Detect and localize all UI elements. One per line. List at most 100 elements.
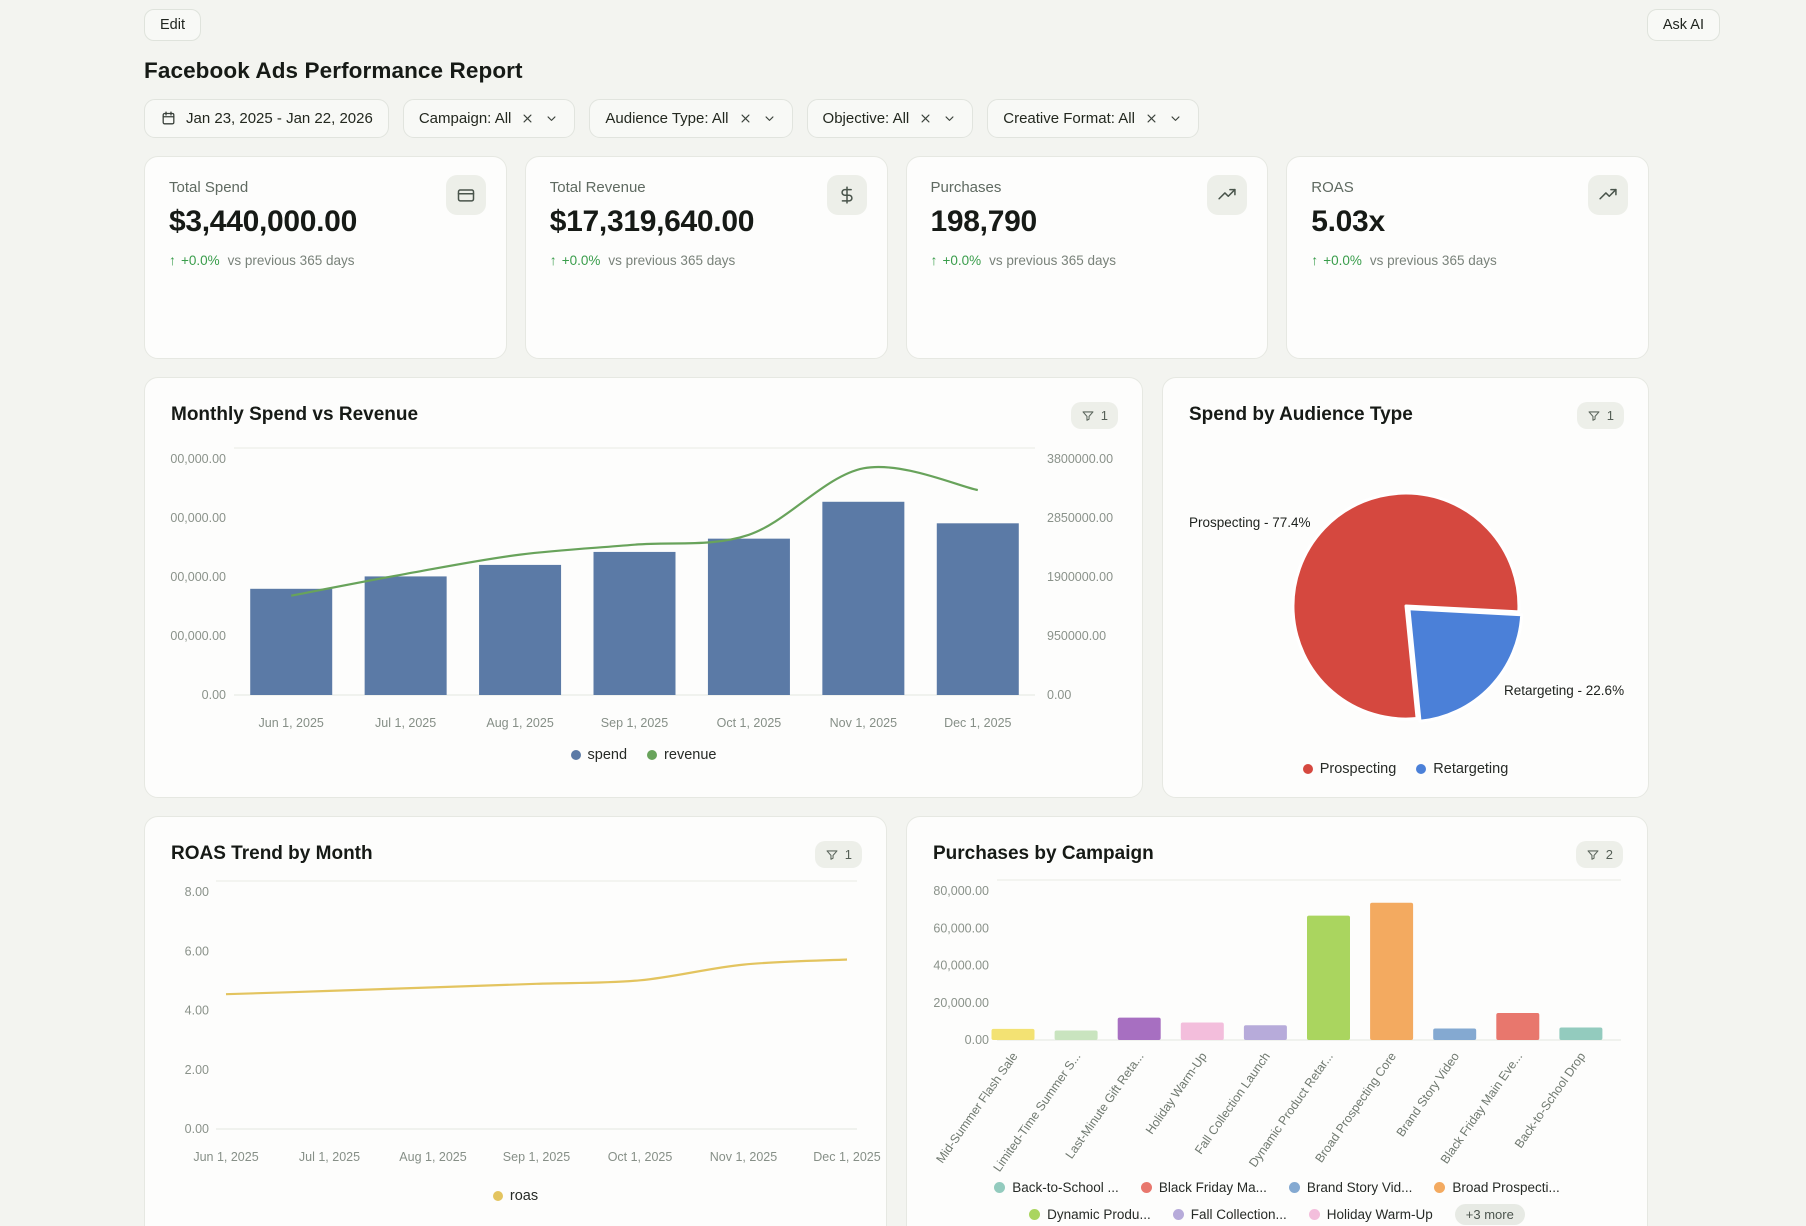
ask-ai-button[interactable]: Ask AI bbox=[1646, 9, 1720, 41]
legend-item[interactable]: Dynamic Produ... bbox=[1029, 1204, 1151, 1225]
arrow-up-icon: ↑ bbox=[169, 252, 176, 268]
chart-filter-badge[interactable]: 1 bbox=[1070, 402, 1118, 429]
x-axis-label: Dec 1, 2025 bbox=[813, 1150, 880, 1164]
legend-item[interactable]: Black Friday Ma... bbox=[1140, 1180, 1267, 1195]
legend-dot bbox=[1434, 1182, 1446, 1193]
x-axis-label: Jul 1, 2025 bbox=[375, 716, 436, 730]
right-axis-tick: 1900000.00 bbox=[1047, 570, 1113, 584]
spend-bar bbox=[250, 588, 333, 695]
card-header: ROAS Trend by Month 1 bbox=[169, 841, 862, 868]
legend-item[interactable]: Holiday Warm-Up bbox=[1308, 1204, 1433, 1225]
purchases-by-campaign-chart: 80,000.00 60,000.00 40,000.00 20,000.00 0.00… bbox=[933, 879, 1621, 1174]
campaign-bar bbox=[1307, 915, 1350, 1040]
legend-dot bbox=[492, 1191, 503, 1201]
card-header: Purchases by Campaign 2 bbox=[931, 841, 1623, 868]
audience-pie-chart: Prospecting - 77.4% Retargeting - 22.6% bbox=[1187, 435, 1627, 745]
legend-item[interactable]: Fall Collection... bbox=[1172, 1204, 1287, 1225]
legend-more-badge[interactable]: +3 more bbox=[1454, 1204, 1525, 1225]
chart-filter-badge[interactable]: 1 bbox=[1576, 402, 1624, 429]
charts-row-1: Monthly Spend vs Revenue 1 00,000.00 00,0… bbox=[144, 377, 1649, 798]
legend-dot bbox=[570, 750, 581, 760]
chart-filter-badge[interactable]: 2 bbox=[1575, 841, 1623, 868]
legend-item[interactable]: Retargeting bbox=[1416, 761, 1508, 777]
x-axis-label: Brand Story Video bbox=[1394, 1050, 1463, 1140]
legend-item[interactable]: Prospecting bbox=[1302, 761, 1396, 777]
legend-item[interactable]: roas bbox=[492, 1188, 538, 1204]
legend-item[interactable]: spend bbox=[570, 747, 627, 763]
chart-filter-badge[interactable]: 1 bbox=[814, 841, 862, 868]
y-axis-tick: 60,000.00 bbox=[933, 921, 989, 935]
kpi-delta: ↑ +0.0% vs previous 365 days bbox=[550, 252, 863, 268]
kpi-card-total-revenue: Total Revenue $17,319,640.00 ↑ +0.0% vs prev… bbox=[524, 156, 888, 359]
left-axis-tick: 0.00 bbox=[202, 688, 226, 702]
kpi-delta: ↑ +0.0% vs previous 365 days bbox=[931, 252, 1244, 268]
spend-bar bbox=[822, 501, 905, 695]
filter-chip-campaign[interactable]: Campaign: All bbox=[402, 99, 576, 138]
campaign-bar bbox=[1117, 1017, 1161, 1040]
chevron-down-icon[interactable] bbox=[762, 111, 777, 126]
x-axis-label: Aug 1, 2025 bbox=[486, 716, 553, 730]
spend-bar bbox=[364, 576, 447, 695]
purchases-by-campaign-card: Purchases by Campaign 2 80,000.00 60,000.… bbox=[906, 816, 1648, 1226]
x-axis-label: Jun 1, 2025 bbox=[193, 1150, 258, 1164]
chart-title-audience: Spend by Audience Type bbox=[1189, 404, 1413, 425]
edit-button[interactable]: Edit bbox=[144, 9, 201, 41]
kpi-icon-chip bbox=[1207, 175, 1248, 215]
arrow-up-icon: ↑ bbox=[549, 252, 557, 268]
x-axis-label: Holiday Warm-Up bbox=[1143, 1050, 1210, 1137]
chevron-down-icon[interactable] bbox=[544, 111, 559, 126]
right-axis-tick: 0.00 bbox=[1047, 688, 1071, 702]
date-range-filter[interactable]: Jan 23, 2025 - Jan 22, 2026 bbox=[144, 99, 389, 138]
x-axis-label: Nov 1, 2025 bbox=[830, 716, 897, 730]
kpi-row: Total Spend $3,440,000.00 ↑ +0.0% vs previou… bbox=[144, 156, 1649, 359]
y-axis-tick: 0.00 bbox=[185, 1122, 209, 1136]
calendar-icon bbox=[162, 111, 175, 125]
kpi-value: 5.03x bbox=[1311, 205, 1385, 238]
remove-filter-icon[interactable] bbox=[1144, 111, 1159, 126]
pie-slice-retargeting bbox=[1407, 607, 1524, 723]
chevron-down-icon[interactable] bbox=[942, 111, 957, 126]
right-axis-tick: 950000.00 bbox=[1047, 629, 1106, 643]
pie-callout-prospecting: Prospecting - 77.4% bbox=[1189, 515, 1311, 530]
topbar: Edit Ask AI bbox=[0, 0, 1806, 41]
legend-label: revenue bbox=[664, 747, 717, 763]
kpi-delta-note: vs previous 365 days bbox=[989, 252, 1116, 268]
filter-chip-audience-type[interactable]: Audience Type: All bbox=[589, 99, 793, 138]
x-axis-label: Oct 1, 2025 bbox=[717, 716, 782, 730]
chevron-down-icon[interactable] bbox=[1168, 111, 1183, 126]
legend-dot bbox=[1172, 1209, 1184, 1220]
chart-title-campaigns: Purchases by Campaign bbox=[933, 843, 1154, 864]
card-header: Monthly Spend vs Revenue 1 bbox=[169, 402, 1118, 429]
kpi-label: ROAS bbox=[1311, 179, 1354, 196]
arrow-up-icon: ↑ bbox=[1311, 252, 1319, 268]
kpi-card-roas: ROAS 5.03x ↑ +0.0% vs previous 365 days bbox=[1286, 156, 1649, 359]
legend-item[interactable]: Back-to-School ... bbox=[994, 1180, 1119, 1195]
campaign-bar bbox=[991, 1028, 1035, 1040]
filter-chip-creative-format[interactable]: Creative Format: All bbox=[987, 99, 1199, 138]
left-axis-tick: 00,000.00 bbox=[170, 629, 226, 643]
spend-bar bbox=[593, 551, 676, 695]
campaign-bar bbox=[1243, 1025, 1287, 1040]
y-axis-tick: 40,000.00 bbox=[933, 959, 989, 973]
legend-item[interactable]: revenue bbox=[647, 747, 716, 763]
kpi-delta-value: +0.0% bbox=[1323, 252, 1362, 268]
filter-count: 1 bbox=[844, 847, 852, 862]
pie-callout-retargeting: Retargeting - 22.6% bbox=[1504, 683, 1625, 698]
spend-bar bbox=[479, 564, 562, 695]
kpi-icon-chip bbox=[445, 175, 486, 215]
page-title: Facebook Ads Performance Report bbox=[144, 58, 523, 83]
remove-filter-icon[interactable] bbox=[918, 111, 933, 126]
remove-filter-icon[interactable] bbox=[738, 111, 753, 126]
spend-by-audience-type-card: Spend by Audience Type 1 Prospecting - 7… bbox=[1162, 377, 1649, 798]
kpi-label: Total Spend bbox=[169, 179, 249, 196]
legend-item[interactable]: Broad Prospecti... bbox=[1434, 1180, 1560, 1195]
kpi-value: $3,440,000.00 bbox=[169, 205, 357, 238]
filter-chip-label: Objective: All bbox=[822, 110, 910, 127]
filter-chip-objective[interactable]: Objective: All bbox=[806, 99, 974, 138]
legend-item[interactable]: Brand Story Vid... bbox=[1288, 1180, 1412, 1195]
remove-filter-icon[interactable] bbox=[520, 111, 535, 126]
filter-chip-label: Campaign: All bbox=[418, 110, 512, 127]
right-axis-tick: 3800000.00 bbox=[1047, 452, 1113, 466]
filter-count: 2 bbox=[1605, 847, 1613, 862]
